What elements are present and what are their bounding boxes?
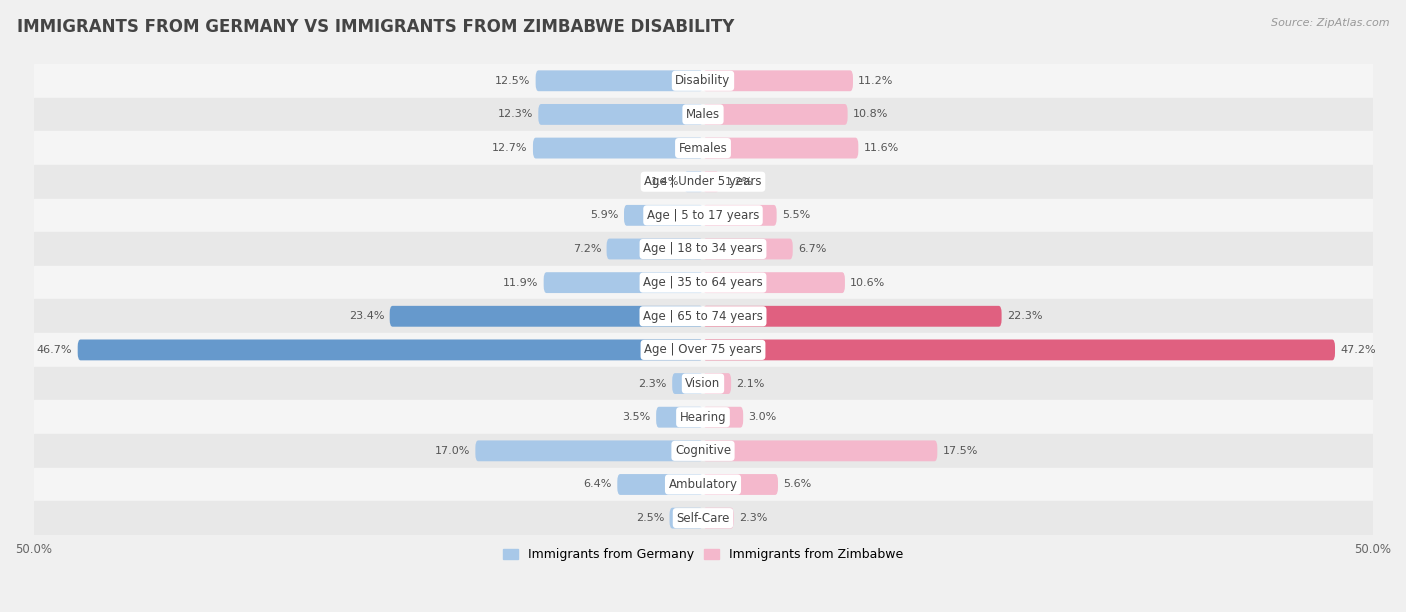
Text: Age | 65 to 74 years: Age | 65 to 74 years [643,310,763,323]
FancyBboxPatch shape [703,441,938,461]
Text: 6.4%: 6.4% [583,479,612,490]
Text: Age | Over 75 years: Age | Over 75 years [644,343,762,356]
Text: 1.4%: 1.4% [651,177,679,187]
FancyBboxPatch shape [624,205,703,226]
Text: 2.3%: 2.3% [638,379,666,389]
FancyBboxPatch shape [606,239,703,259]
Text: Age | Under 5 years: Age | Under 5 years [644,175,762,188]
Text: 10.6%: 10.6% [851,278,886,288]
Bar [34,97,1372,131]
Bar [34,434,1372,468]
Text: 17.0%: 17.0% [434,446,470,456]
Text: 5.6%: 5.6% [783,479,811,490]
FancyBboxPatch shape [703,239,793,259]
FancyBboxPatch shape [672,373,703,394]
FancyBboxPatch shape [703,306,1001,327]
Text: IMMIGRANTS FROM GERMANY VS IMMIGRANTS FROM ZIMBABWE DISABILITY: IMMIGRANTS FROM GERMANY VS IMMIGRANTS FR… [17,18,734,36]
Text: Self-Care: Self-Care [676,512,730,524]
FancyBboxPatch shape [703,340,1336,360]
FancyBboxPatch shape [703,272,845,293]
Text: Age | 35 to 64 years: Age | 35 to 64 years [643,276,763,289]
Text: 5.5%: 5.5% [782,211,810,220]
FancyBboxPatch shape [703,373,731,394]
Bar [34,165,1372,198]
Text: 10.8%: 10.8% [853,110,889,119]
Text: Females: Females [679,141,727,155]
Bar [34,64,1372,97]
Text: 5.9%: 5.9% [591,211,619,220]
FancyBboxPatch shape [703,508,734,529]
Text: Cognitive: Cognitive [675,444,731,457]
FancyBboxPatch shape [703,138,858,159]
FancyBboxPatch shape [77,340,703,360]
Text: 12.3%: 12.3% [498,110,533,119]
FancyBboxPatch shape [703,205,776,226]
FancyBboxPatch shape [669,508,703,529]
FancyBboxPatch shape [703,171,718,192]
Text: Source: ZipAtlas.com: Source: ZipAtlas.com [1271,18,1389,28]
Text: 11.2%: 11.2% [858,76,894,86]
Text: 12.5%: 12.5% [495,76,530,86]
Text: 3.0%: 3.0% [748,412,776,422]
FancyBboxPatch shape [703,474,778,495]
FancyBboxPatch shape [533,138,703,159]
FancyBboxPatch shape [544,272,703,293]
FancyBboxPatch shape [617,474,703,495]
FancyBboxPatch shape [685,171,703,192]
Text: 2.5%: 2.5% [636,513,664,523]
Text: Vision: Vision [685,377,721,390]
Text: 47.2%: 47.2% [1340,345,1376,355]
Text: 6.7%: 6.7% [799,244,827,254]
Text: Age | 5 to 17 years: Age | 5 to 17 years [647,209,759,222]
Bar [34,400,1372,434]
Bar [34,198,1372,232]
Bar [34,367,1372,400]
Bar [34,232,1372,266]
Bar [34,333,1372,367]
Text: Disability: Disability [675,74,731,88]
Text: 1.2%: 1.2% [724,177,752,187]
FancyBboxPatch shape [389,306,703,327]
FancyBboxPatch shape [657,407,703,428]
Text: 11.6%: 11.6% [863,143,898,153]
Text: 7.2%: 7.2% [572,244,602,254]
FancyBboxPatch shape [703,104,848,125]
Text: Age | 18 to 34 years: Age | 18 to 34 years [643,242,763,255]
Text: 11.9%: 11.9% [503,278,538,288]
Text: 2.3%: 2.3% [740,513,768,523]
Bar [34,468,1372,501]
Text: 46.7%: 46.7% [37,345,72,355]
Text: 2.1%: 2.1% [737,379,765,389]
Bar [34,131,1372,165]
Text: 12.7%: 12.7% [492,143,527,153]
FancyBboxPatch shape [703,70,853,91]
FancyBboxPatch shape [538,104,703,125]
Text: 17.5%: 17.5% [942,446,979,456]
Text: 3.5%: 3.5% [623,412,651,422]
Text: Ambulatory: Ambulatory [668,478,738,491]
Text: 22.3%: 22.3% [1007,312,1042,321]
FancyBboxPatch shape [703,407,744,428]
Text: Males: Males [686,108,720,121]
FancyBboxPatch shape [536,70,703,91]
Bar [34,266,1372,299]
Bar [34,299,1372,333]
Text: Hearing: Hearing [679,411,727,424]
Bar [34,501,1372,535]
Text: 23.4%: 23.4% [349,312,384,321]
Legend: Immigrants from Germany, Immigrants from Zimbabwe: Immigrants from Germany, Immigrants from… [498,543,908,566]
FancyBboxPatch shape [475,441,703,461]
